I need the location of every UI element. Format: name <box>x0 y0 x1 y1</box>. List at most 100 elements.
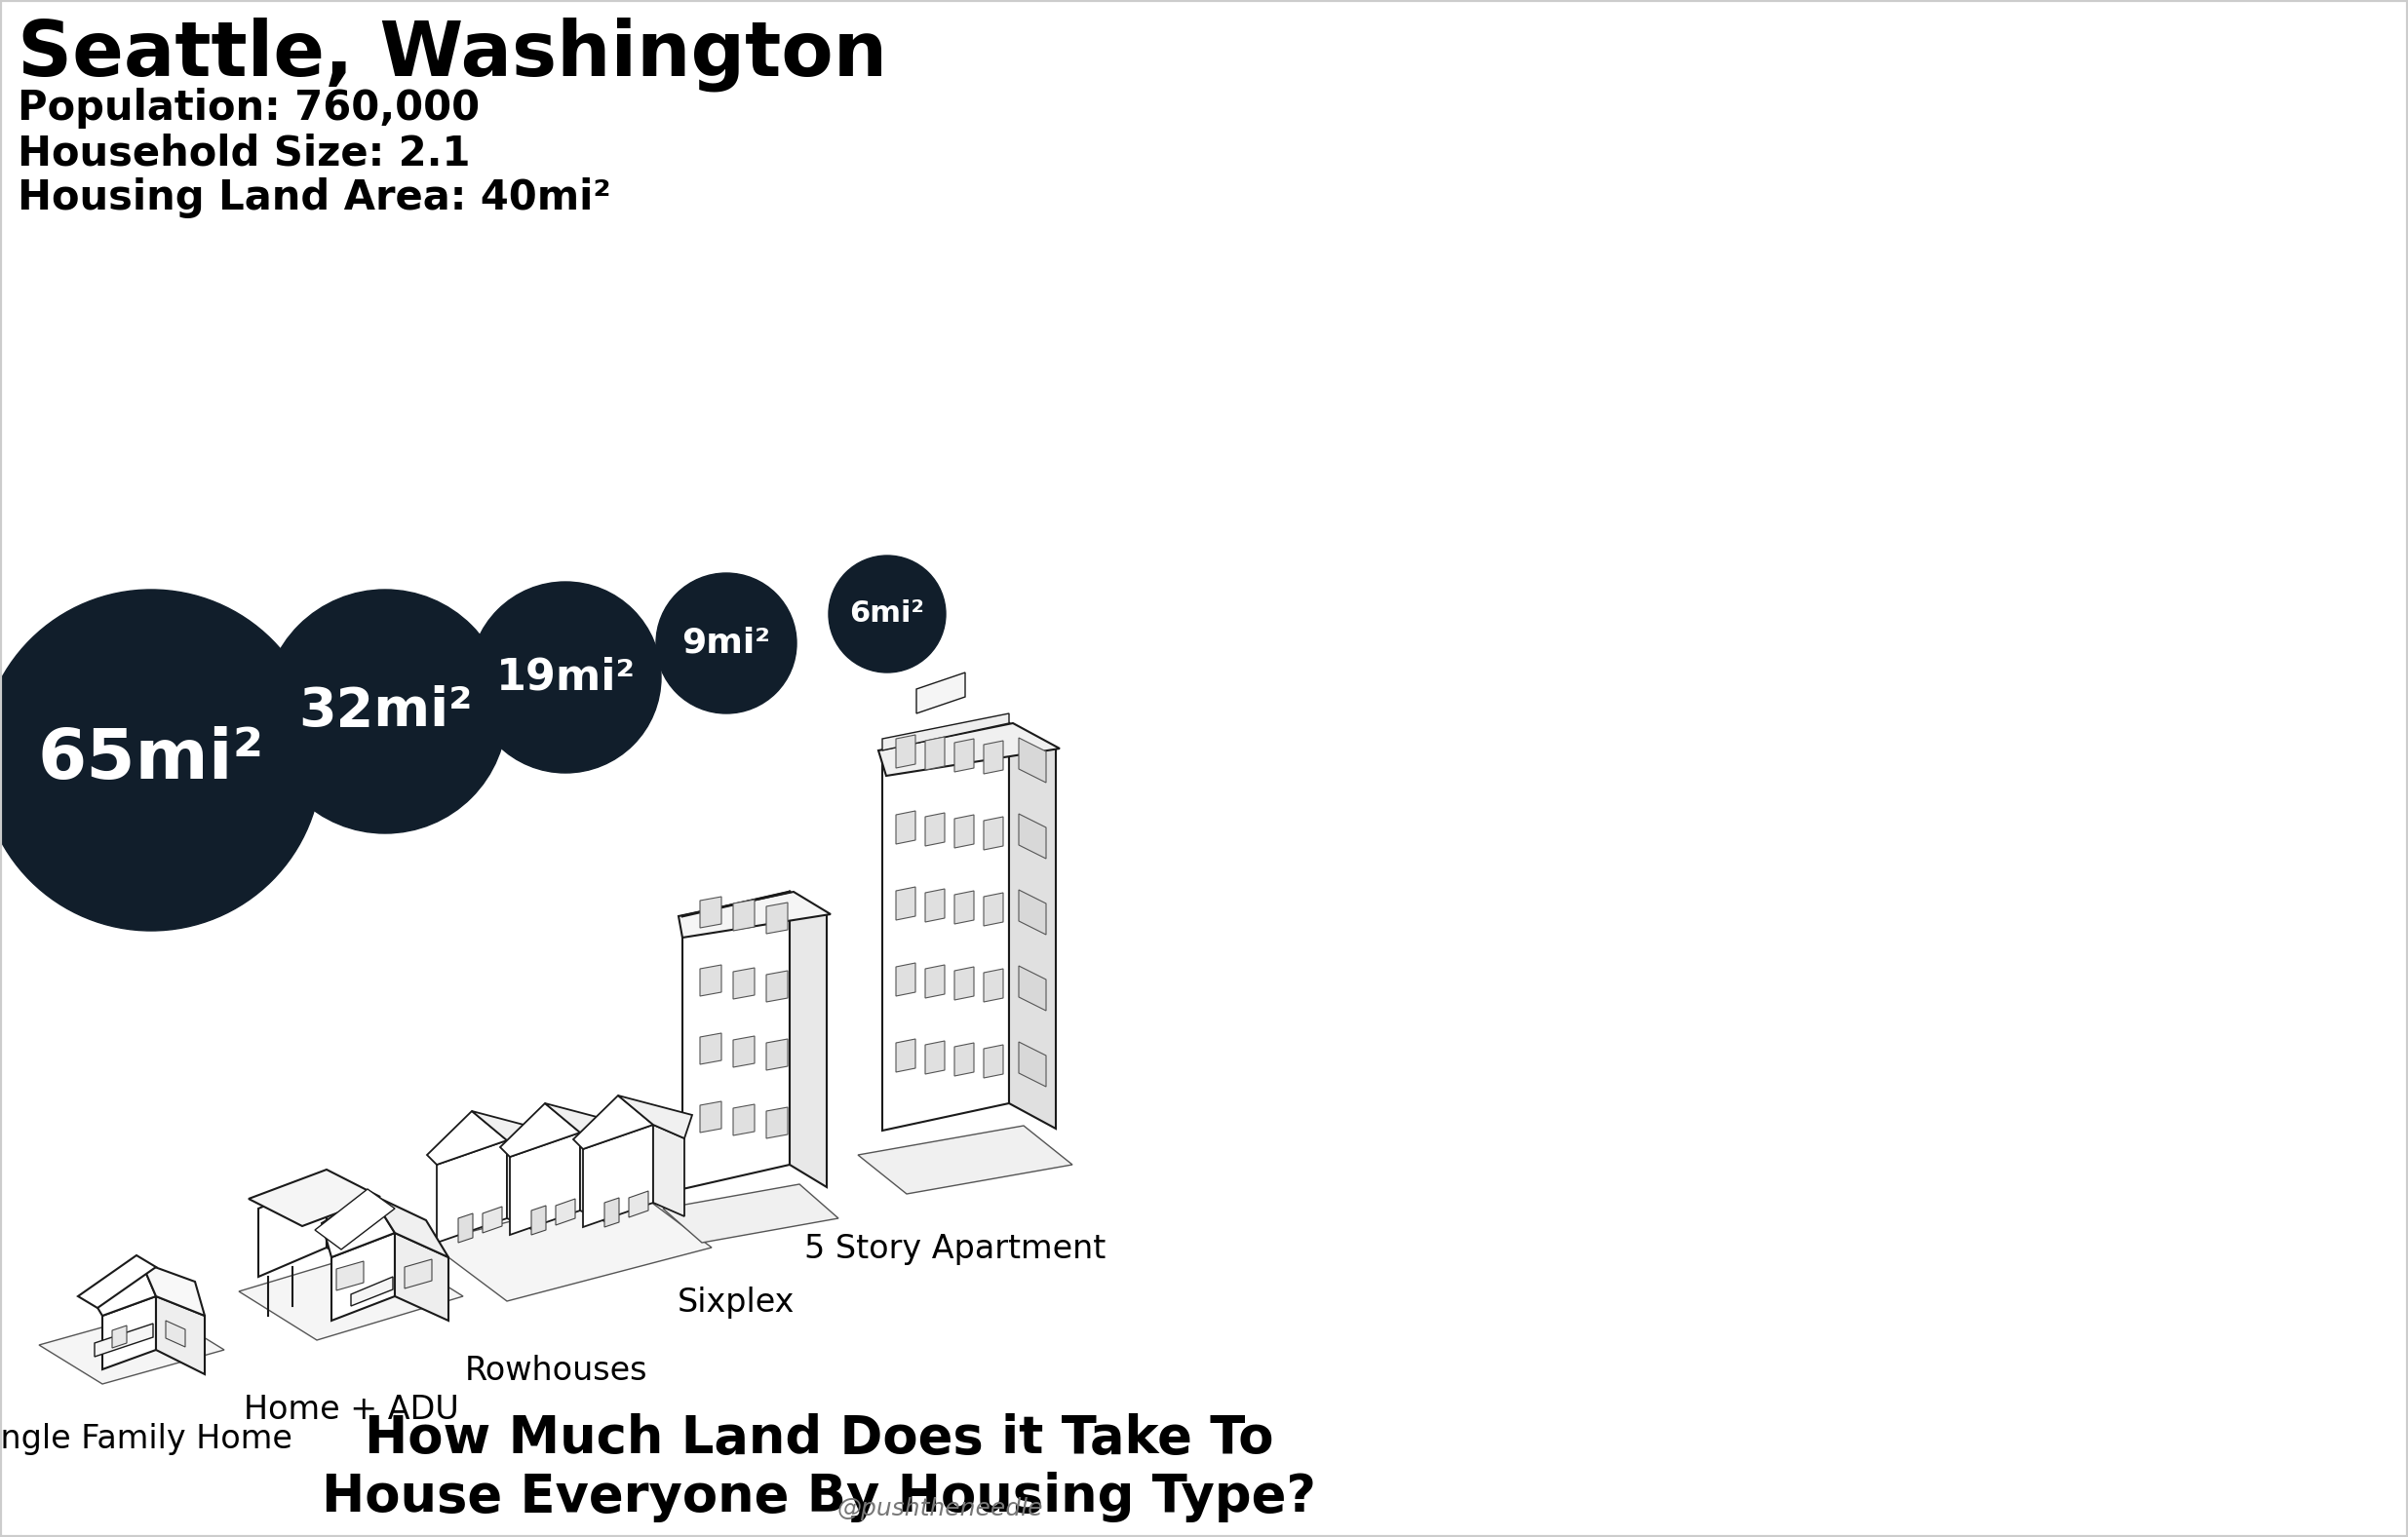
Polygon shape <box>925 1041 944 1074</box>
Polygon shape <box>573 1096 653 1150</box>
Text: 19mi²: 19mi² <box>496 656 636 698</box>
Polygon shape <box>732 968 754 999</box>
Text: 32mi²: 32mi² <box>299 686 472 738</box>
Polygon shape <box>332 1233 395 1320</box>
Polygon shape <box>556 1199 576 1225</box>
Polygon shape <box>857 1125 1072 1194</box>
Polygon shape <box>790 891 826 1187</box>
Polygon shape <box>352 1277 393 1306</box>
Polygon shape <box>662 1183 838 1242</box>
Polygon shape <box>1019 738 1045 782</box>
Polygon shape <box>732 1036 754 1067</box>
Polygon shape <box>701 1102 722 1133</box>
Polygon shape <box>925 736 944 770</box>
Polygon shape <box>701 1033 722 1064</box>
Polygon shape <box>501 1104 580 1157</box>
Polygon shape <box>619 1096 691 1139</box>
Circle shape <box>655 573 797 713</box>
Polygon shape <box>472 1111 547 1154</box>
Polygon shape <box>881 724 1009 1131</box>
Polygon shape <box>701 965 722 996</box>
Polygon shape <box>458 1213 472 1242</box>
Polygon shape <box>238 1248 462 1340</box>
Polygon shape <box>896 887 915 921</box>
Polygon shape <box>166 1320 185 1346</box>
Polygon shape <box>604 1197 619 1227</box>
Text: Population: 760,000: Population: 760,000 <box>17 88 479 129</box>
Text: 65mi²: 65mi² <box>39 727 265 793</box>
Circle shape <box>262 590 508 833</box>
Polygon shape <box>766 1107 787 1139</box>
Text: Household Size: 2.1: Household Size: 2.1 <box>17 132 470 174</box>
Polygon shape <box>113 1325 128 1348</box>
Polygon shape <box>510 1133 580 1234</box>
Polygon shape <box>628 1191 648 1217</box>
Polygon shape <box>766 1039 787 1070</box>
Polygon shape <box>532 1205 547 1234</box>
Polygon shape <box>1019 965 1045 1011</box>
Polygon shape <box>985 816 1004 850</box>
Polygon shape <box>925 888 944 922</box>
Polygon shape <box>429 1190 713 1302</box>
Polygon shape <box>896 735 915 768</box>
Polygon shape <box>985 893 1004 925</box>
Polygon shape <box>39 1311 224 1383</box>
Polygon shape <box>954 739 973 772</box>
Polygon shape <box>954 1044 973 1076</box>
Polygon shape <box>436 1140 508 1242</box>
Polygon shape <box>732 899 754 931</box>
Polygon shape <box>426 1111 508 1165</box>
Polygon shape <box>985 1045 1004 1077</box>
Text: How Much Land Does it Take To: How Much Land Does it Take To <box>364 1413 1274 1463</box>
Polygon shape <box>157 1296 205 1374</box>
Polygon shape <box>87 1262 157 1316</box>
Text: 9mi²: 9mi² <box>681 627 771 659</box>
Text: Housing Land Area: 40mi²: Housing Land Area: 40mi² <box>17 177 612 218</box>
Polygon shape <box>701 896 722 928</box>
Polygon shape <box>653 1125 684 1216</box>
Polygon shape <box>248 1170 380 1227</box>
Polygon shape <box>395 1233 448 1320</box>
Polygon shape <box>1019 890 1045 934</box>
Polygon shape <box>104 1296 157 1369</box>
Polygon shape <box>879 724 1060 776</box>
Polygon shape <box>142 1262 205 1316</box>
Polygon shape <box>323 1194 395 1257</box>
Text: @pushtheneedle: @pushtheneedle <box>838 1497 1043 1520</box>
Polygon shape <box>954 891 973 924</box>
Polygon shape <box>679 891 831 938</box>
Text: Single Family Home: Single Family Home <box>0 1423 291 1456</box>
Text: 6mi²: 6mi² <box>850 599 925 629</box>
Polygon shape <box>681 891 790 1190</box>
Polygon shape <box>94 1323 154 1357</box>
Polygon shape <box>77 1256 157 1308</box>
Polygon shape <box>925 813 944 845</box>
Polygon shape <box>327 1179 376 1273</box>
Polygon shape <box>337 1262 364 1291</box>
Polygon shape <box>371 1194 448 1257</box>
Circle shape <box>828 555 946 673</box>
Polygon shape <box>925 965 944 998</box>
Text: House Everyone By Housing Type?: House Everyone By Housing Type? <box>323 1472 1317 1522</box>
Polygon shape <box>508 1140 537 1233</box>
Polygon shape <box>881 713 1009 750</box>
Polygon shape <box>985 968 1004 1002</box>
Polygon shape <box>896 1039 915 1073</box>
Polygon shape <box>544 1104 619 1147</box>
Polygon shape <box>917 673 966 713</box>
Polygon shape <box>896 964 915 996</box>
Polygon shape <box>766 971 787 1002</box>
Circle shape <box>0 590 323 931</box>
Text: Sixplex: Sixplex <box>677 1286 795 1319</box>
Polygon shape <box>732 1104 754 1136</box>
Polygon shape <box>482 1207 503 1233</box>
Polygon shape <box>954 815 973 848</box>
Polygon shape <box>315 1190 395 1250</box>
Polygon shape <box>985 741 1004 773</box>
Circle shape <box>470 583 660 773</box>
Polygon shape <box>583 1125 653 1227</box>
Text: Seattle, Washington: Seattle, Washington <box>17 17 886 92</box>
Text: Rowhouses: Rowhouses <box>465 1354 648 1386</box>
Polygon shape <box>954 967 973 1001</box>
Polygon shape <box>766 902 787 933</box>
